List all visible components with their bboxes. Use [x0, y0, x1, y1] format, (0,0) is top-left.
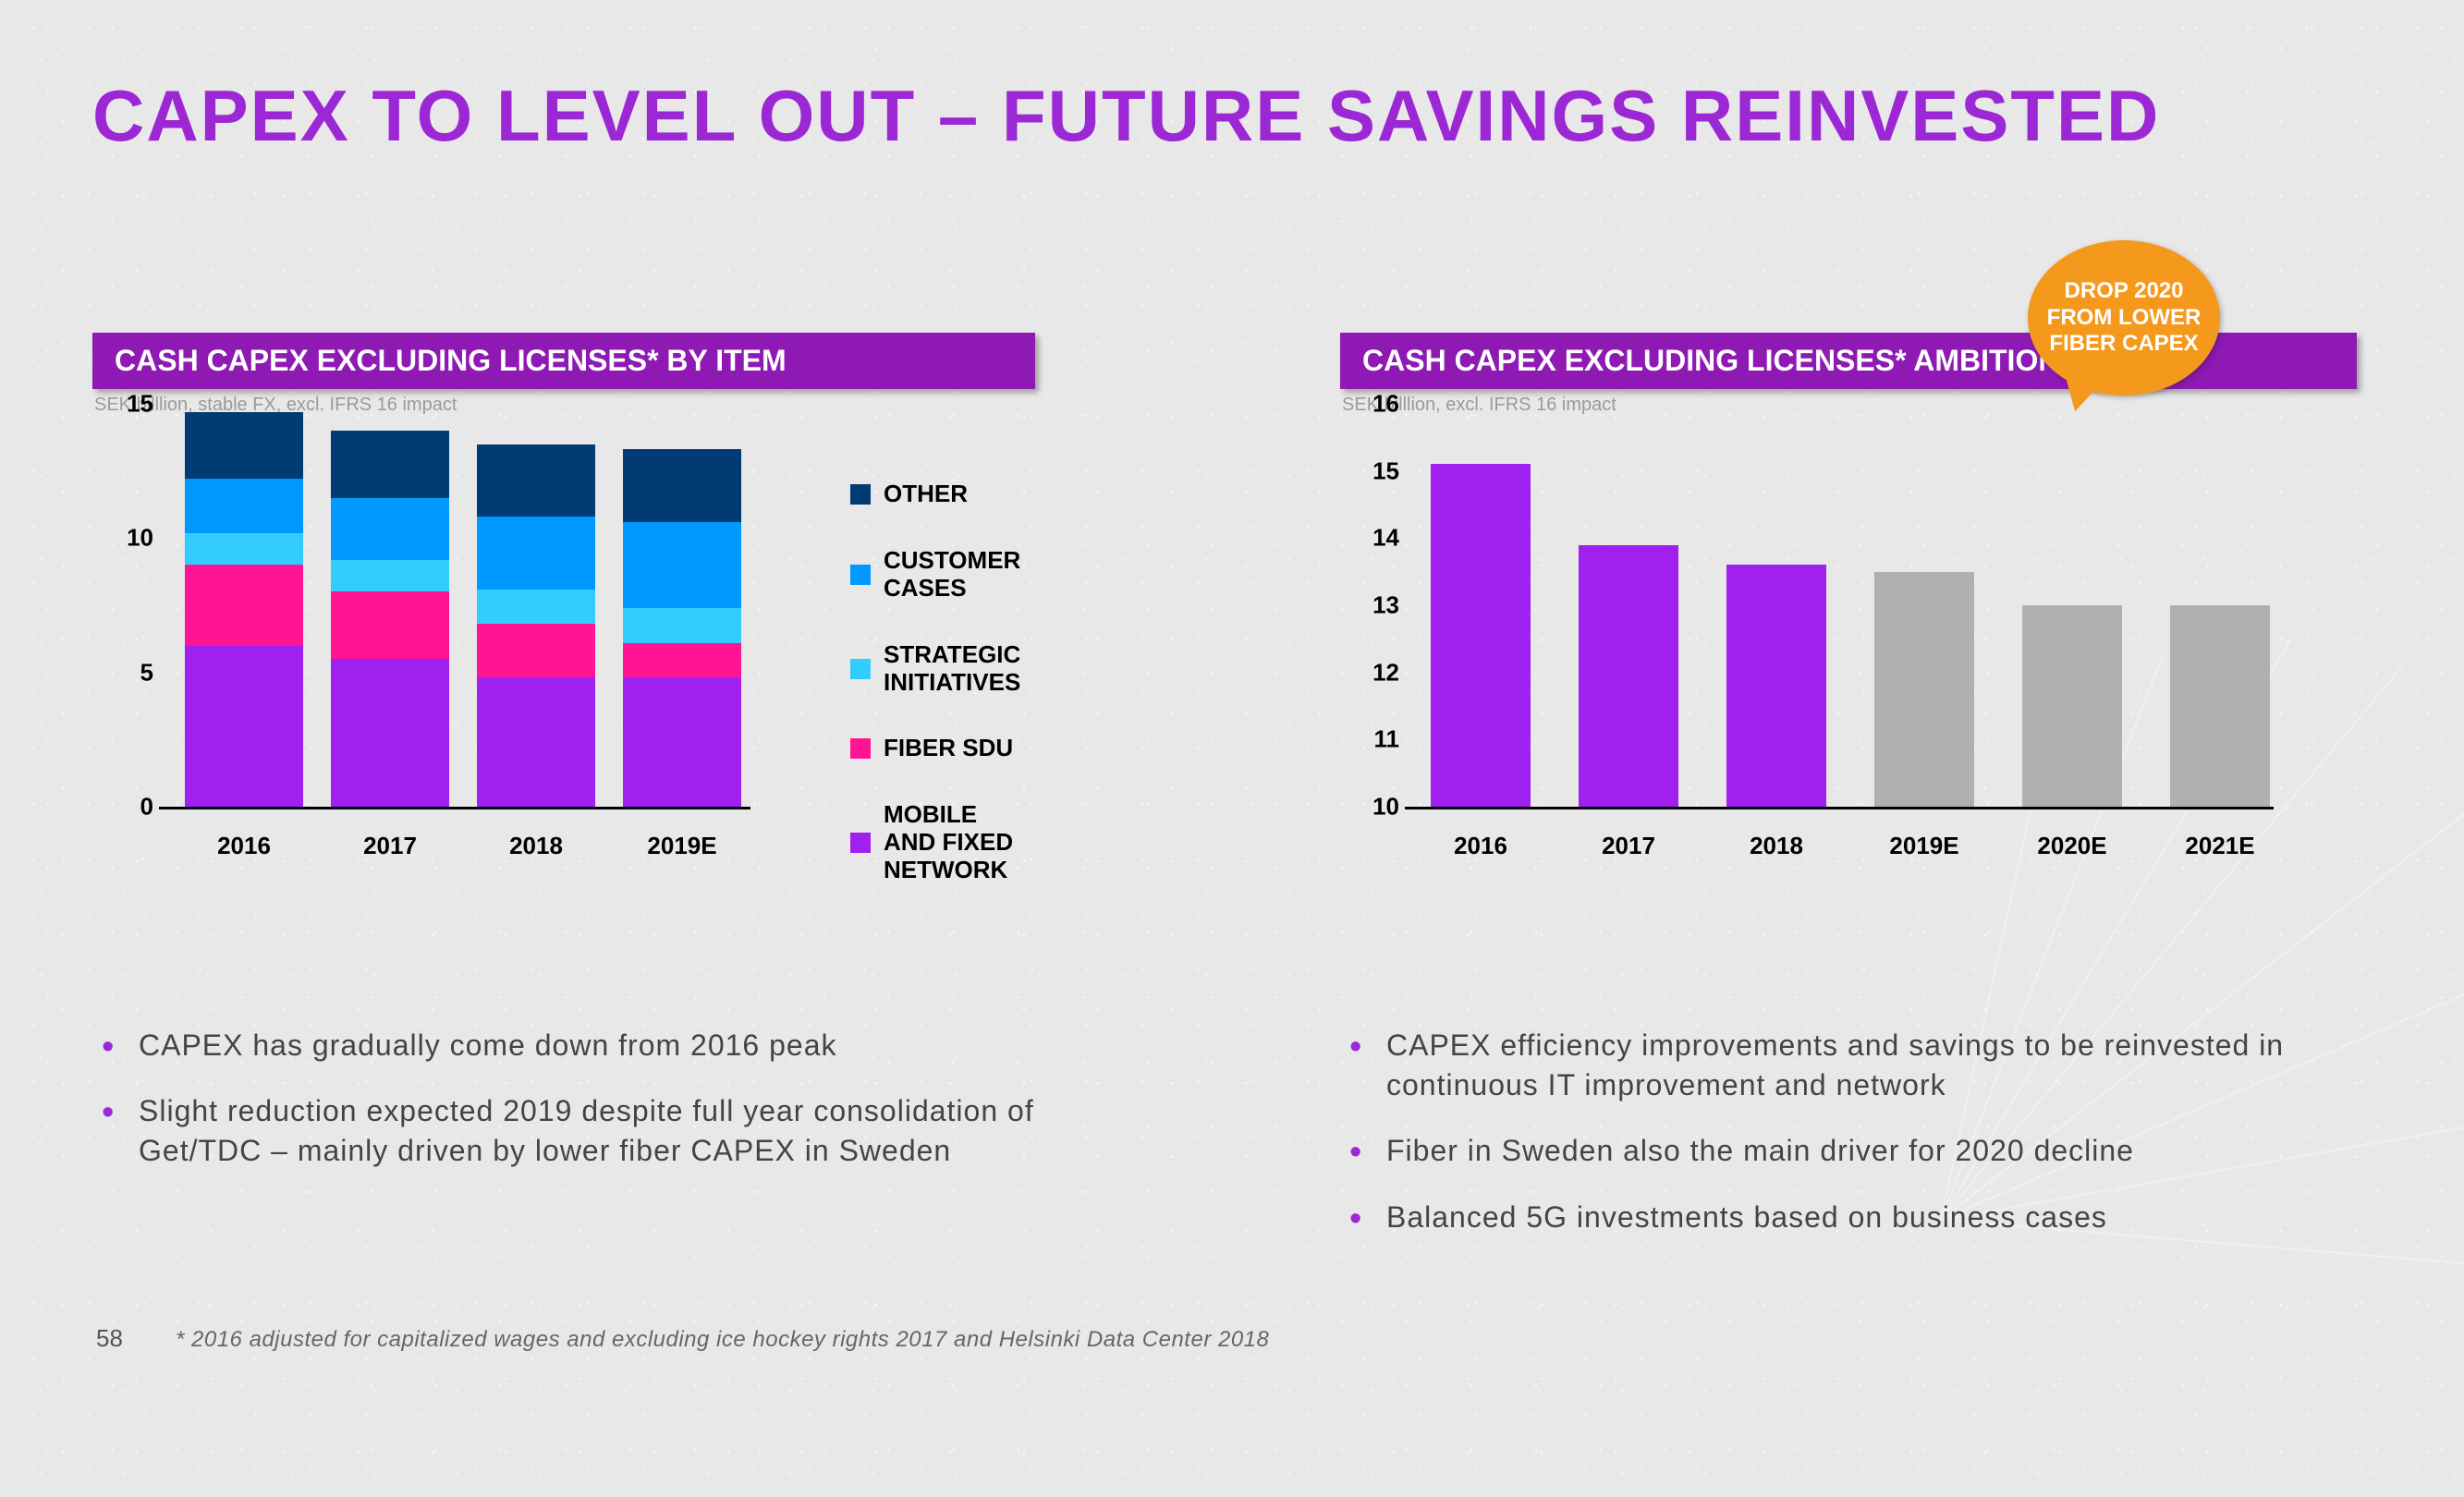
bar-2020E [2022, 605, 2122, 807]
bar-2016 [1431, 464, 1531, 807]
y-tick: 0 [98, 793, 153, 822]
y-tick: 14 [1344, 524, 1399, 553]
bar-2017 [331, 431, 449, 807]
seg-strategic [185, 533, 303, 566]
bar-2018 [477, 444, 595, 807]
seg-strategic [477, 590, 595, 625]
y-tick: 16 [1344, 390, 1399, 419]
seg-customer [185, 479, 303, 532]
bar-2016 [185, 412, 303, 807]
x-label: 2017 [331, 832, 449, 860]
y-tick: 15 [1344, 456, 1399, 485]
y-tick: 11 [1344, 725, 1399, 754]
seg-fiber_sdu [477, 624, 595, 677]
legend-label: OTHER [884, 481, 968, 508]
x-label: 2017 [1579, 832, 1678, 860]
seg-other [623, 449, 741, 521]
left-bullets: CAPEX has gradually come down from 2016 … [102, 1026, 1081, 1198]
legend-row: CUSTOMER CASES [850, 547, 1020, 602]
callout-text: DROP 2020 FROM LOWER FIBER CAPEX [2037, 278, 2211, 358]
seg-customer [477, 517, 595, 589]
seg-mobile_fixed [623, 677, 741, 807]
seg-strategic [331, 560, 449, 592]
bar-2019E [623, 449, 741, 807]
legend-row: FIBER SDU [850, 735, 1020, 762]
bullet-item: Slight reduction expected 2019 despite f… [102, 1091, 1081, 1171]
x-label: 2019E [623, 832, 741, 860]
bullet-item: Fiber in Sweden also the main driver for… [1349, 1131, 2366, 1171]
seg-mobile_fixed [185, 646, 303, 807]
legend-swatch [850, 565, 871, 585]
x-label: 2016 [185, 832, 303, 860]
seg-customer [623, 522, 741, 608]
left-chart-legend: OTHER CUSTOMER CASES STRATEGIC INITIATIVES… [850, 481, 1020, 923]
right-bullets: CAPEX efficiency improvements and saving… [1349, 1026, 2366, 1263]
legend-swatch [850, 738, 871, 759]
left-panel: CASH CAPEX EXCLUDING LICENSES* BY ITEM S… [92, 333, 1035, 429]
bar-2019E [1874, 572, 1974, 807]
y-tick: 10 [98, 524, 153, 553]
left-chart: 0510152016201720182019E OTHERCUSTOMER CA… [92, 388, 850, 878]
left-panel-header: CASH CAPEX EXCLUDING LICENSES* BY ITEM [92, 333, 1035, 389]
bullet-item: Balanced 5G investments based on busines… [1349, 1198, 2366, 1237]
seg-strategic [623, 608, 741, 643]
x-label: 2016 [1431, 832, 1531, 860]
callout-bubble: DROP 2020 FROM LOWER FIBER CAPEX [2028, 240, 2220, 396]
legend-row: STRATEGIC INITIATIVES [850, 641, 1020, 697]
bar-2017 [1579, 545, 1678, 807]
y-tick: 5 [98, 658, 153, 687]
legend-label: STRATEGIC INITIATIVES [884, 641, 1020, 697]
x-label: 2018 [477, 832, 595, 860]
seg-fiber_sdu [185, 565, 303, 645]
legend-row: MOBILE AND FIXED NETWORK [850, 801, 1020, 884]
seg-fiber_sdu [331, 591, 449, 659]
legend-swatch [850, 659, 871, 679]
bar-2021E [2170, 605, 2270, 807]
seg-mobile_fixed [331, 659, 449, 807]
seg-fiber_sdu [623, 643, 741, 678]
seg-other [331, 431, 449, 498]
x-label: 2020E [2022, 832, 2122, 860]
x-label: 2018 [1726, 832, 1826, 860]
footnote: * 2016 adjusted for capitalized wages an… [176, 1327, 1269, 1353]
legend-label: MOBILE AND FIXED NETWORK [884, 801, 1020, 884]
legend-swatch [850, 833, 871, 853]
bullet-item: CAPEX has gradually come down from 2016 … [102, 1026, 1081, 1065]
legend-label: CUSTOMER CASES [884, 547, 1020, 602]
page-number: 58 [96, 1324, 123, 1353]
bullet-item: CAPEX efficiency improvements and saving… [1349, 1026, 2366, 1105]
page-title: CAPEX TO LEVEL OUT – FUTURE SAVINGS REIN… [92, 74, 2160, 158]
seg-customer [331, 498, 449, 560]
seg-other [185, 412, 303, 480]
legend-label: FIBER SDU [884, 735, 1013, 762]
x-label: 2019E [1874, 832, 1974, 860]
y-tick: 12 [1344, 658, 1399, 687]
y-tick: 15 [98, 390, 153, 419]
x-label: 2021E [2170, 832, 2270, 860]
legend-row: OTHER [850, 481, 1020, 508]
seg-other [477, 444, 595, 517]
seg-mobile_fixed [477, 677, 595, 807]
y-tick: 10 [1344, 793, 1399, 822]
bar-2018 [1726, 565, 1826, 807]
y-tick: 13 [1344, 591, 1399, 620]
right-chart: 10 11 12 13 14 15 16 2016 2017 2018 2019E 2020E 2021… [1340, 388, 2320, 878]
legend-swatch [850, 484, 871, 505]
